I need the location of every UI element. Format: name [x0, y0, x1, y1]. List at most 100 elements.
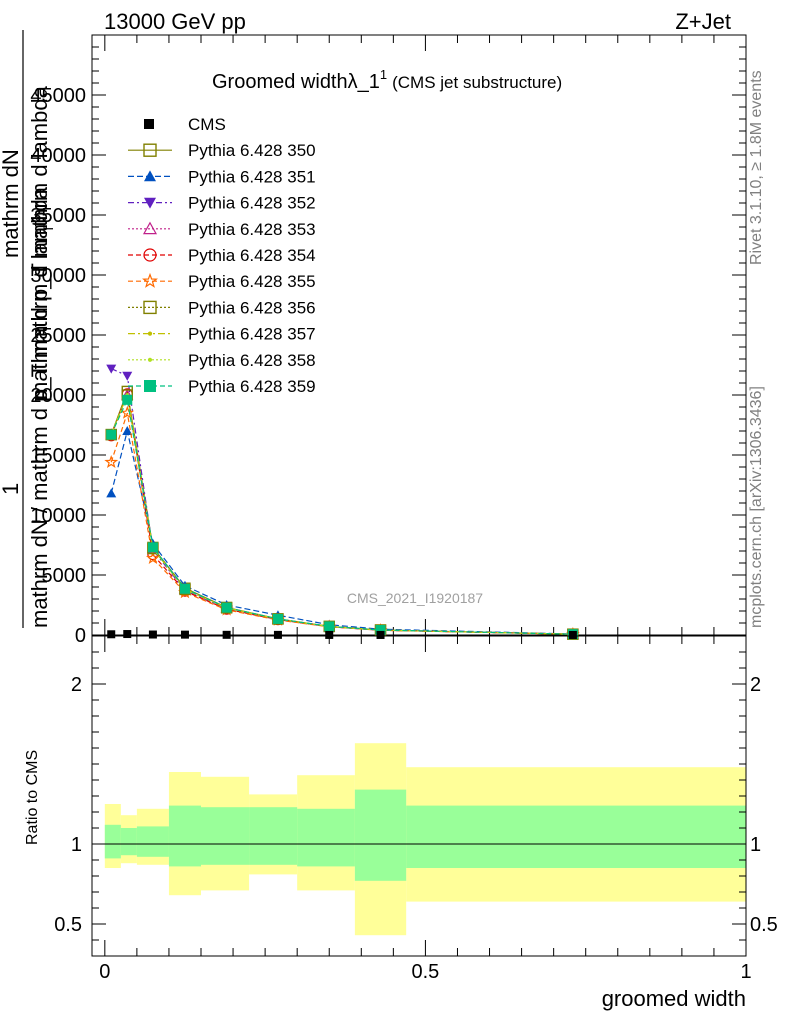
legend-label: Pythia 6.428 350 — [188, 141, 316, 160]
legend-marker — [147, 331, 153, 336]
ratio-stat-band — [354, 789, 407, 881]
series-point — [104, 454, 119, 469]
legend-label: Pythia 6.428 359 — [188, 377, 316, 396]
chart-title-sup: 1 — [380, 67, 387, 82]
series-point — [179, 583, 190, 594]
y-tick-label: 15000 — [30, 445, 86, 467]
series-point — [375, 625, 386, 636]
series-line — [110, 392, 573, 635]
ratio-stat-band — [104, 824, 121, 859]
ratio-y-tick-label-right: 0.5 — [750, 914, 778, 936]
legend-marker — [143, 143, 157, 157]
legend-label: Pythia 6.428 354 — [188, 246, 316, 265]
main-ylabel-3: mathrm d p_T mathrm d lambda — [27, 85, 52, 400]
series-point — [106, 364, 117, 374]
ratio-y-tick-label-right: 2 — [750, 674, 761, 696]
y-tick-label: 25000 — [30, 325, 86, 347]
series-point — [106, 488, 117, 498]
series-line — [110, 392, 573, 635]
series-line — [110, 397, 573, 635]
legend-label: Pythia 6.428 351 — [188, 167, 316, 186]
y-tick-label: 45000 — [30, 85, 86, 107]
legend-marker — [144, 197, 156, 209]
legend-marker — [143, 248, 157, 262]
legend-marker-cms — [144, 119, 154, 129]
series-point — [272, 613, 283, 624]
series-line — [110, 430, 573, 635]
main-ylabel-frac: 1 — [0, 483, 23, 495]
ratio-stat-band — [120, 828, 137, 856]
y-tick-label: 30000 — [30, 265, 86, 287]
data-point — [376, 630, 385, 639]
y-tick-label: 5000 — [42, 565, 87, 587]
x-tick-label: 1 — [740, 961, 751, 983]
chart-title-main: Groomed widthλ_1 — [212, 71, 380, 93]
series-point — [221, 602, 232, 613]
ratio-y-tick-label: 2 — [71, 674, 82, 696]
data-point — [325, 630, 334, 639]
series-point — [146, 550, 160, 565]
series-line — [110, 389, 573, 635]
x-tick-label: 0 — [99, 961, 110, 983]
series-point — [147, 542, 158, 553]
data-point — [123, 630, 132, 639]
series-point — [122, 426, 133, 435]
legend-marker — [144, 380, 156, 392]
legend-label: Pythia 6.428 356 — [188, 298, 316, 317]
rivet-label: Rivet 3.1.10, ≥ 1.8M events — [748, 70, 765, 265]
ratio-panel: 0 0.5 1 0.5 0.5 1 1 2 2 — [54, 635, 778, 983]
ratio-y-tick-label-right: 1 — [750, 834, 761, 856]
y-tick-label: 40000 — [30, 145, 86, 167]
ratio-stat-band — [168, 805, 201, 867]
legend-marker — [142, 221, 158, 235]
series-point — [122, 394, 133, 405]
data-point — [568, 630, 577, 639]
legend-label: Pythia 6.428 353 — [188, 220, 316, 239]
ratio-y-tick-label: 1 — [71, 834, 82, 856]
mcplots-label: mcplots.cern.ch [arXiv:1306.3436] — [748, 386, 765, 628]
data-point — [148, 630, 157, 639]
series-line — [110, 412, 573, 635]
ratio-y-tick-label: 0.5 — [54, 914, 82, 936]
legend-marker — [144, 170, 156, 182]
x-tick-label: 0.5 — [412, 961, 440, 983]
legend-marker — [147, 357, 153, 362]
series-line — [110, 392, 573, 635]
legend-label: Pythia 6.428 352 — [188, 194, 316, 213]
ratio-stat-band — [406, 805, 746, 868]
y-tick-label: 35000 — [30, 205, 86, 227]
data-point — [222, 630, 231, 639]
data-point — [107, 630, 116, 639]
data-point — [180, 630, 189, 639]
series-line — [110, 392, 573, 635]
legend: CMS Pythia 6.428 350 Pythia 6.428 351 Pythi… — [128, 115, 316, 396]
process-label: Z+Jet — [675, 9, 731, 34]
main-ylabel-sub: T — [40, 224, 56, 233]
y-tick-label: 20000 — [30, 385, 86, 407]
legend-label: Pythia 6.428 358 — [188, 351, 316, 370]
series-point — [106, 429, 117, 440]
main-ylabel-1: mathrm dN / mathrm d p_T mathrm d lambda — [27, 186, 52, 628]
analysis-watermark: CMS_2021_I1920187 — [347, 590, 483, 606]
main-panel: 0 5000 10000 15000 20000 25000 30000 35000 40000… — [30, 34, 747, 647]
data-point — [273, 630, 282, 639]
energy-label: 13000 GeV pp — [104, 9, 246, 34]
series-line — [110, 391, 573, 635]
legend-marker — [143, 300, 157, 315]
legend-label: CMS — [188, 115, 226, 134]
legend-label: Pythia 6.428 355 — [188, 272, 316, 291]
ratio-ylabel: Ratio to CMS — [24, 750, 41, 845]
chart-title: Groomed widthλ_11 (CMS jet substructure) — [212, 67, 562, 93]
series-point — [324, 621, 335, 632]
legend-marker — [142, 272, 158, 288]
ratio-stat-band — [136, 826, 169, 857]
ratio-stat-band — [201, 807, 250, 865]
ratio-stat-band — [249, 807, 298, 865]
ratio-stat-band — [297, 808, 355, 867]
series-point — [122, 371, 133, 381]
x-axis-label: groomed width — [602, 986, 746, 1011]
series-point — [120, 405, 135, 419]
main-ylabel-2: mathrm dN — [0, 149, 23, 258]
legend-label: Pythia 6.428 357 — [188, 325, 316, 344]
